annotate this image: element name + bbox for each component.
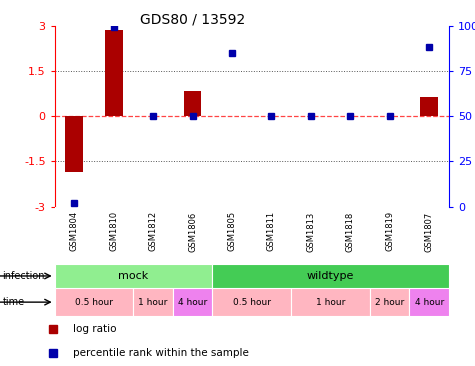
Bar [212,264,449,288]
Bar [184,90,201,116]
Text: 1 hour: 1 hour [316,298,345,307]
Text: GSM1819: GSM1819 [385,211,394,251]
Text: GSM1807: GSM1807 [425,211,434,251]
Bar [173,288,212,316]
Text: 1 hour: 1 hour [139,298,168,307]
Bar [291,288,370,316]
Text: GSM1804: GSM1804 [70,211,79,251]
Bar [66,116,83,172]
Text: 2 hour: 2 hour [375,298,404,307]
Text: 4 hour: 4 hour [415,298,444,307]
Text: GDS80 / 13592: GDS80 / 13592 [140,13,245,27]
Text: percentile rank within the sample: percentile rank within the sample [73,348,249,358]
Text: wildtype: wildtype [307,271,354,281]
Bar [420,97,438,116]
Text: infection: infection [2,271,45,281]
Bar [133,288,173,316]
Text: GSM1812: GSM1812 [149,211,158,251]
Bar [409,288,449,316]
Bar [55,288,133,316]
Text: GSM1806: GSM1806 [188,211,197,251]
Text: GSM1810: GSM1810 [109,211,118,251]
Text: GSM1805: GSM1805 [228,211,237,251]
Text: time: time [2,297,25,307]
Text: GSM1813: GSM1813 [306,211,315,251]
Text: 0.5 hour: 0.5 hour [233,298,271,307]
Text: GSM1811: GSM1811 [267,211,276,251]
Text: 0.5 hour: 0.5 hour [75,298,113,307]
Bar [212,288,291,316]
Bar [105,30,123,116]
Text: 4 hour: 4 hour [178,298,207,307]
Text: log ratio: log ratio [73,324,117,334]
Bar [55,264,212,288]
Text: GSM1818: GSM1818 [346,211,355,251]
Text: mock: mock [118,271,149,281]
Bar [370,288,409,316]
